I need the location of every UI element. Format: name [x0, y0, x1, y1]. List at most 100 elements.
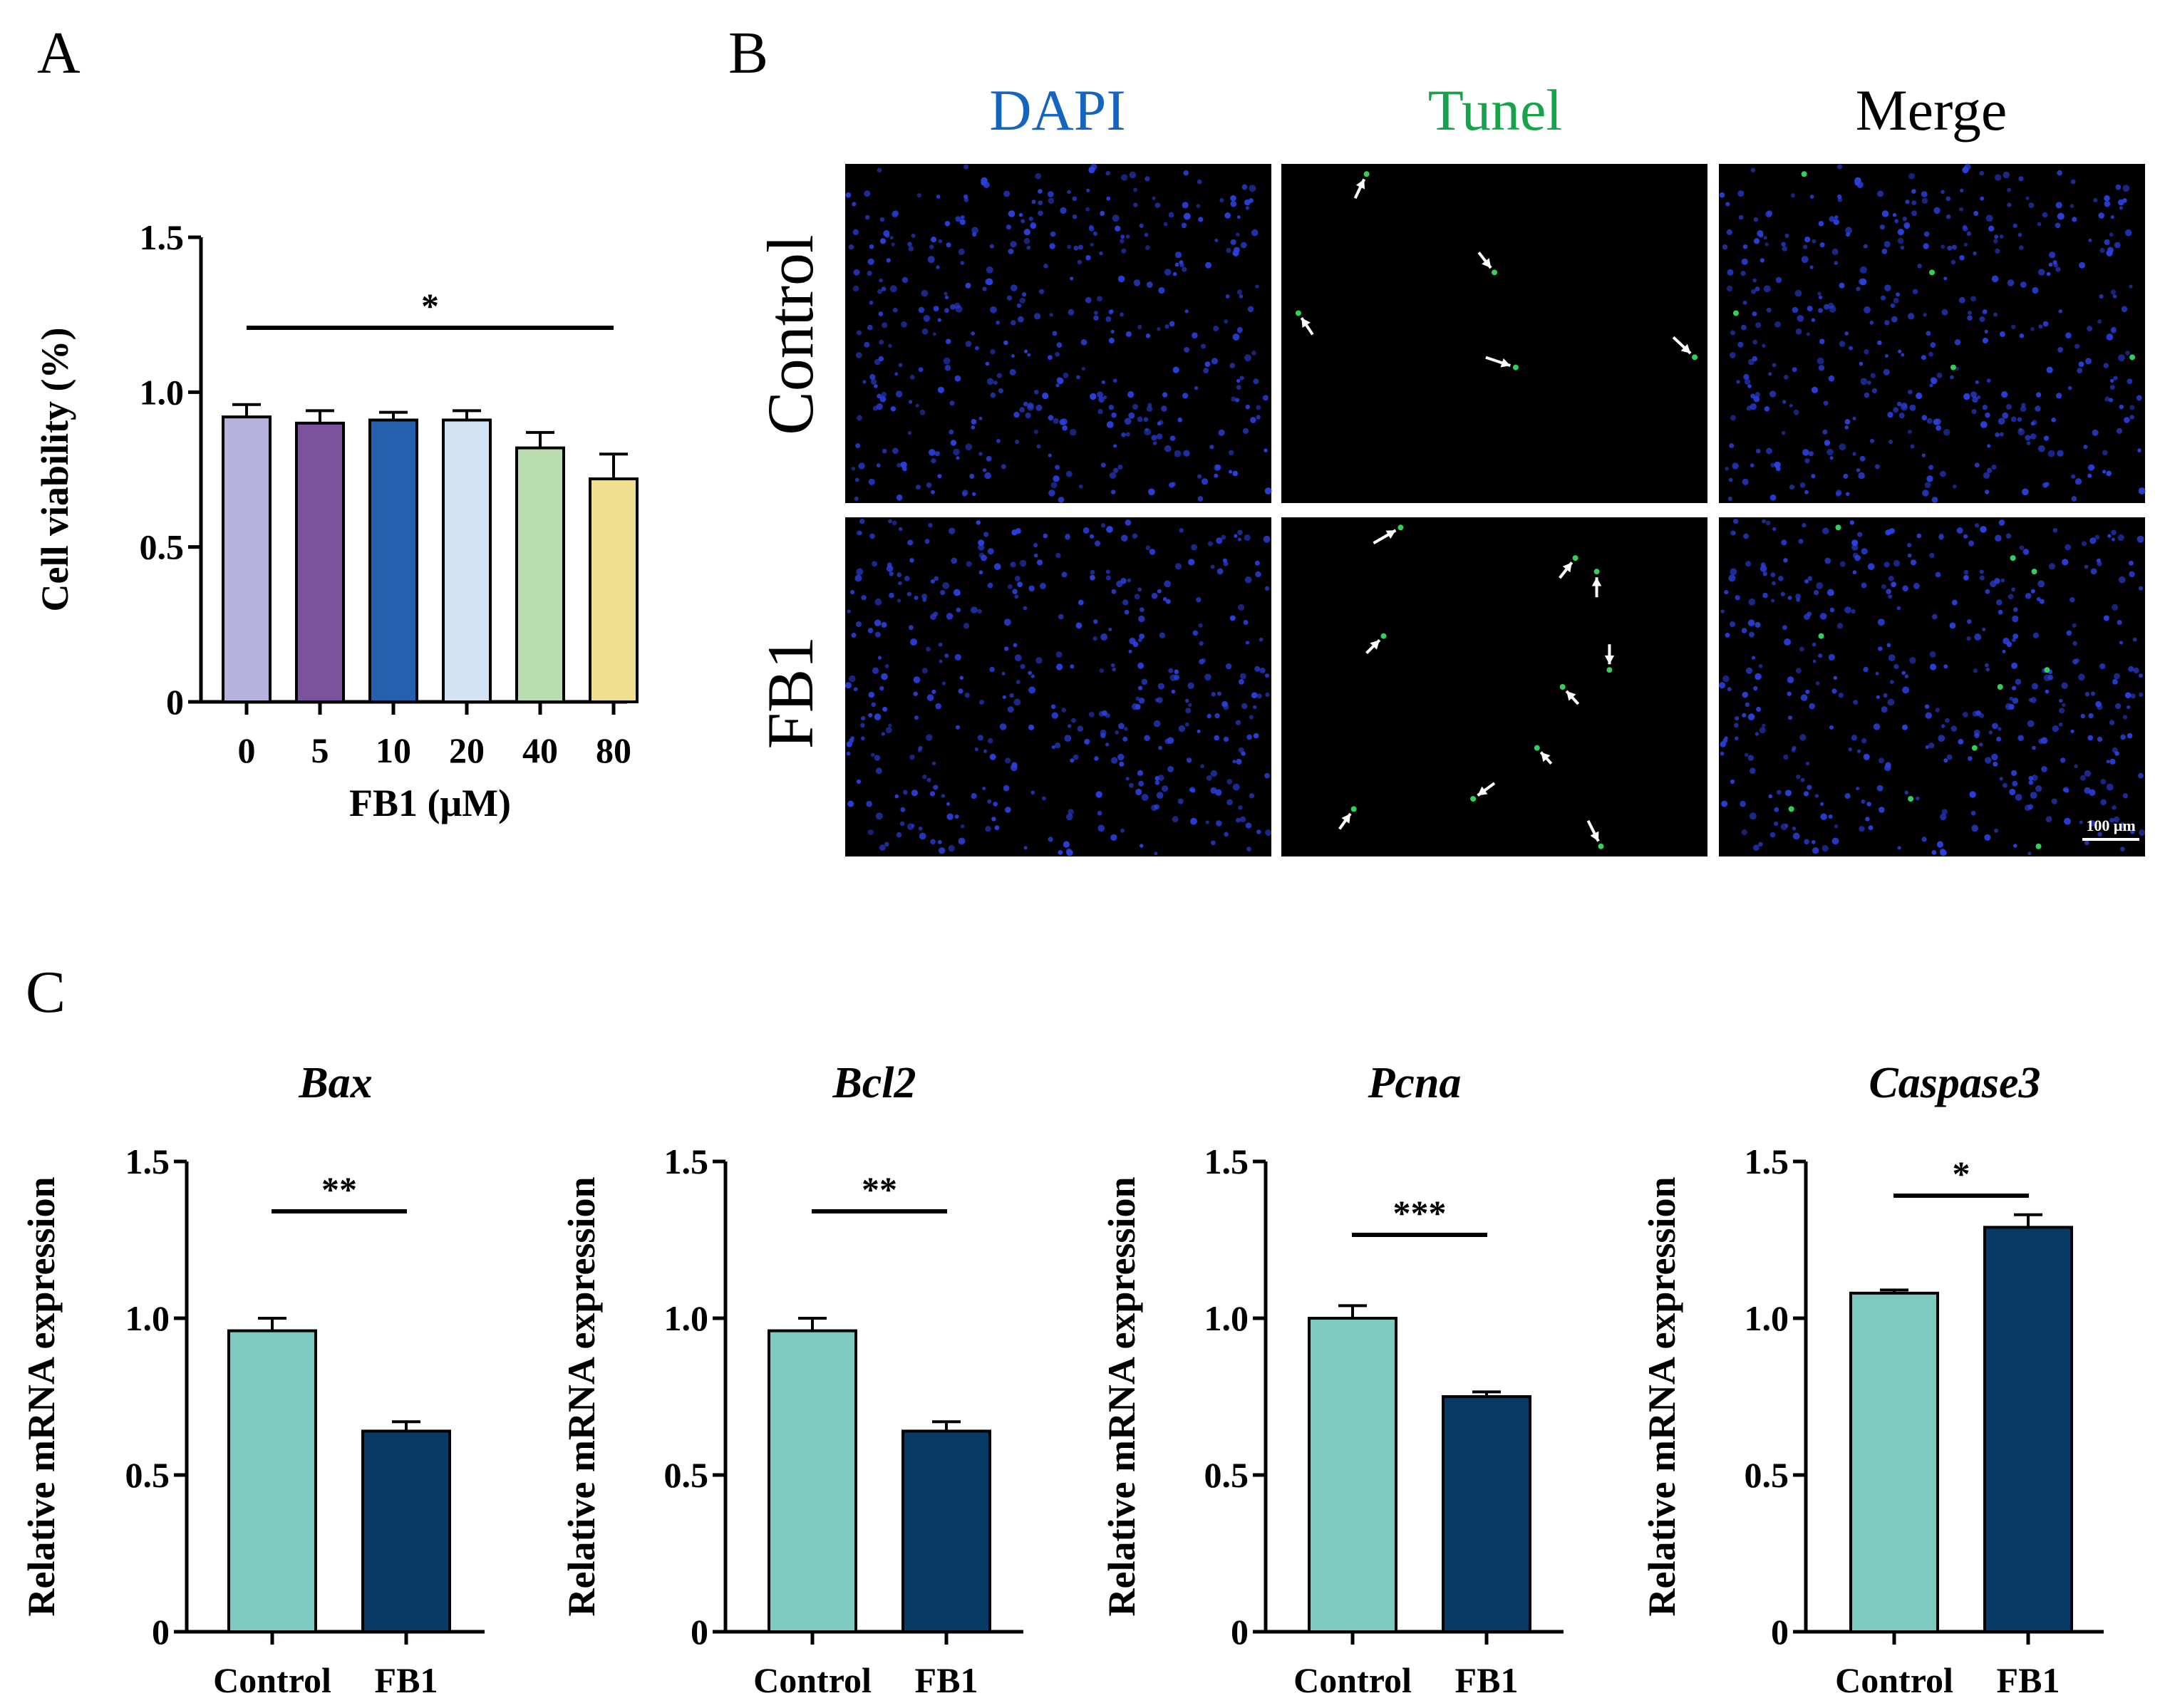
dapi-nucleus — [1762, 519, 1767, 524]
dapi-nucleus — [909, 625, 914, 631]
dapi-nucleus — [2003, 171, 2010, 179]
dapi-nucleus — [1801, 256, 1809, 264]
dapi-nucleus — [2090, 568, 2097, 575]
dapi-nucleus — [2118, 576, 2126, 584]
dapi-nucleus — [2062, 559, 2069, 566]
dapi-nucleus — [1752, 278, 1757, 283]
dapi-nucleus — [1108, 627, 1112, 631]
dapi-nucleus — [1865, 817, 1870, 822]
dapi-nucleus — [1066, 470, 1073, 477]
dapi-nucleus — [856, 352, 862, 358]
dapi-nucleus — [1816, 582, 1824, 589]
dapi-nucleus — [1010, 561, 1016, 568]
dapi-nucleus — [932, 332, 936, 336]
dapi-nucleus — [890, 406, 897, 412]
dapi-nucleus — [1235, 232, 1240, 237]
dapi-nucleus — [1811, 386, 1818, 393]
dapi-nucleus — [1175, 252, 1182, 259]
dapi-nucleus — [1750, 403, 1757, 410]
dapi-nucleus — [1765, 520, 1771, 526]
dapi-nucleus — [1184, 309, 1189, 314]
dapi-nucleus — [1963, 574, 1969, 581]
dapi-nucleus — [2120, 734, 2126, 740]
dapi-nucleus — [1941, 190, 1945, 195]
dapi-nucleus — [872, 405, 878, 411]
dapi-nucleus — [857, 415, 862, 421]
dapi-nucleus — [2052, 528, 2057, 533]
dapi-nucleus — [1088, 712, 1095, 718]
dapi-nucleus — [897, 572, 902, 578]
dapi-nucleus — [971, 606, 978, 614]
dapi-nucleus — [1718, 682, 1726, 689]
dapi-nucleus — [1244, 534, 1251, 542]
dapi-nucleus — [1807, 576, 1813, 581]
dapi-nucleus — [982, 286, 987, 291]
dapi-nucleus — [1219, 198, 1224, 202]
dapi-nucleus — [2035, 785, 2042, 792]
dapi-nucleus — [2109, 398, 2114, 403]
dapi-nucleus — [1055, 465, 1060, 470]
dapi-nucleus — [1750, 463, 1755, 467]
dapi-nucleus — [1844, 331, 1849, 336]
dapi-nucleus — [2045, 816, 2052, 823]
dapi-nucleus — [1100, 633, 1108, 641]
dapi-nucleus — [1069, 428, 1077, 436]
dapi-nucleus — [1108, 337, 1115, 344]
dapi-nucleus — [1908, 172, 1916, 180]
dapi-nucleus — [1145, 245, 1150, 250]
dapi-nucleus — [909, 558, 914, 563]
dapi-nucleus — [1259, 667, 1266, 674]
dapi-nucleus — [2113, 816, 2120, 823]
dapi-nucleus — [2097, 832, 2102, 837]
dapi-nucleus — [1804, 237, 1811, 243]
dapi-nucleus — [894, 794, 899, 799]
dapi-nucleus — [888, 343, 892, 348]
dapi-nucleus — [1776, 790, 1782, 795]
dapi-nucleus — [1254, 560, 1260, 566]
dapi-nucleus — [1172, 366, 1179, 373]
dapi-nucleus — [1774, 321, 1781, 328]
dapi-nucleus — [2116, 428, 2123, 435]
dapi-nucleus — [1812, 659, 1817, 663]
dapi-nucleus — [2089, 537, 2097, 544]
dapi-nucleus — [1003, 618, 1011, 626]
dapi-nucleus — [1886, 643, 1891, 648]
dapi-nucleus — [911, 233, 916, 238]
dapi-nucleus — [1002, 695, 1006, 699]
dapi-nucleus — [1980, 526, 1987, 533]
dapi-nucleus — [1732, 462, 1739, 470]
dapi-nucleus — [1157, 683, 1164, 690]
dapi-nucleus — [1736, 380, 1740, 384]
dapi-nucleus — [2129, 405, 2135, 410]
dapi-nucleus — [982, 787, 986, 791]
dapi-nucleus — [867, 271, 872, 276]
dapi-nucleus — [1986, 378, 1991, 383]
dapi-nucleus — [2067, 385, 2072, 390]
dapi-nucleus — [1945, 718, 1950, 723]
dapi-nucleus — [1993, 239, 1998, 244]
dapi-nucleus — [1090, 242, 1094, 247]
dapi-nucleus — [892, 307, 898, 313]
dapi-nucleus — [1129, 171, 1137, 179]
dapi-nucleus — [1191, 544, 1197, 551]
dapi-nucleus — [1943, 428, 1950, 436]
tunel-positive-cell — [1732, 310, 1739, 316]
dapi-nucleus — [2042, 321, 2049, 327]
dapi-nucleus — [1812, 847, 1819, 854]
dapi-nucleus — [1836, 623, 1844, 629]
dapi-nucleus — [2017, 417, 2022, 422]
dapi-nucleus — [978, 552, 985, 559]
dapi-nucleus — [2087, 473, 2092, 478]
dapi-nucleus — [1184, 698, 1189, 703]
dapi-nucleus — [1127, 391, 1135, 398]
dapi-nucleus — [2109, 232, 2114, 237]
dapi-nucleus — [1722, 675, 1730, 683]
caspase3-ytick-label: 0.5 — [1745, 1455, 1789, 1495]
dapi-nucleus — [2057, 212, 2065, 220]
dapi-nucleus — [869, 373, 876, 381]
dapi-nucleus — [1125, 432, 1130, 437]
dapi-nucleus — [2129, 284, 2133, 289]
dapi-nucleus — [1974, 462, 1980, 468]
dapi-nucleus — [1113, 444, 1117, 448]
dapi-nucleus — [1229, 363, 1236, 368]
